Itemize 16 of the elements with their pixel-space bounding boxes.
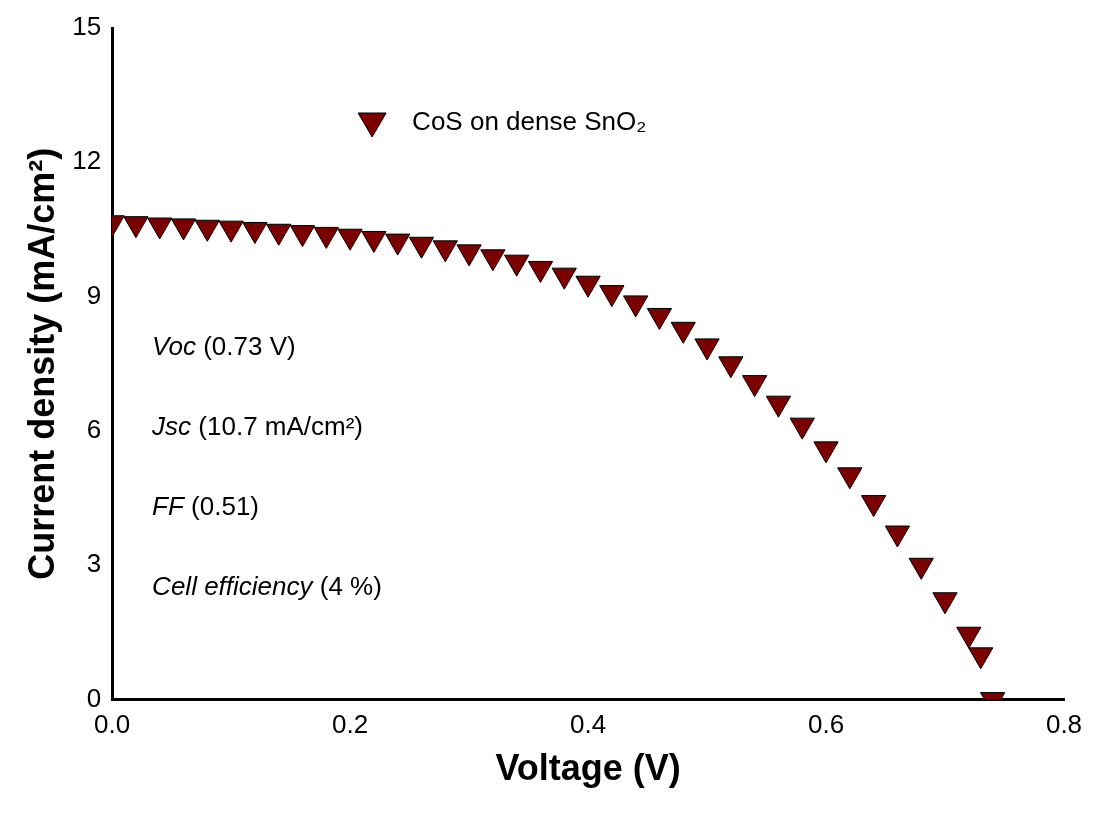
y-tick-label: 9 [86, 279, 102, 310]
y-tick-label: 15 [72, 11, 102, 42]
annotation: FF (0.51) [152, 491, 260, 522]
x-tick-label: 0.8 [1045, 709, 1083, 740]
y-tick-label: 6 [86, 414, 102, 445]
x-tick-label: 0.2 [332, 709, 369, 740]
x-tick-label: 0.4 [569, 709, 607, 740]
y-tick-label: 3 [86, 548, 102, 579]
legend-label: CoS on dense SnO₂ [412, 106, 647, 137]
annotation: Cell efficiency (4 %) [152, 571, 382, 602]
y-axis-title: Current density (mA/cm²) [20, 147, 62, 580]
y-tick-label: 12 [72, 145, 102, 176]
x-axis-title: Voltage (V) [495, 747, 681, 789]
annotation: Jsc (10.7 mA/cm²) [151, 411, 364, 442]
annotation: Voc (0.73 V) [152, 331, 296, 362]
x-tick-label: 0.6 [807, 709, 845, 740]
